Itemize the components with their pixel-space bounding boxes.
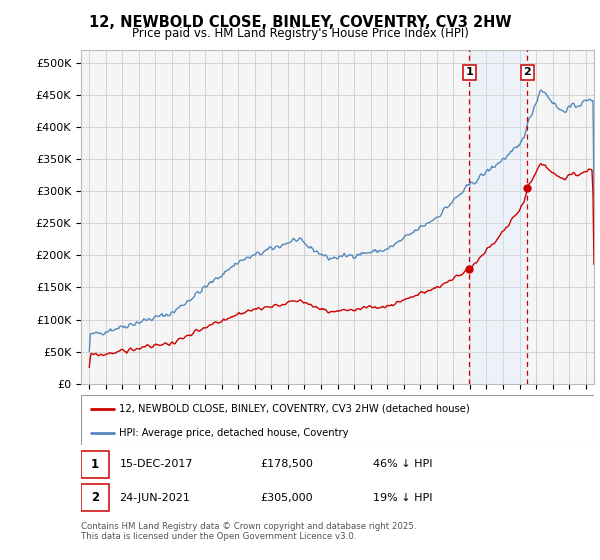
Text: 2: 2 bbox=[91, 491, 99, 504]
FancyBboxPatch shape bbox=[81, 451, 109, 478]
Text: 2: 2 bbox=[524, 67, 532, 77]
Text: 12, NEWBOLD CLOSE, BINLEY, COVENTRY, CV3 2HW (detached house): 12, NEWBOLD CLOSE, BINLEY, COVENTRY, CV3… bbox=[119, 404, 470, 414]
Text: 24-JUN-2021: 24-JUN-2021 bbox=[119, 493, 190, 503]
FancyBboxPatch shape bbox=[81, 395, 594, 445]
Text: Price paid vs. HM Land Registry's House Price Index (HPI): Price paid vs. HM Land Registry's House … bbox=[131, 27, 469, 40]
Text: £305,000: £305,000 bbox=[260, 493, 313, 503]
Text: 1: 1 bbox=[91, 458, 99, 471]
Text: Contains HM Land Registry data © Crown copyright and database right 2025.
This d: Contains HM Land Registry data © Crown c… bbox=[81, 522, 416, 542]
Text: HPI: Average price, detached house, Coventry: HPI: Average price, detached house, Cove… bbox=[119, 428, 349, 437]
Bar bbox=[469, 50, 527, 384]
Text: 46% ↓ HPI: 46% ↓ HPI bbox=[373, 459, 433, 469]
Text: 12, NEWBOLD CLOSE, BINLEY, COVENTRY, CV3 2HW: 12, NEWBOLD CLOSE, BINLEY, COVENTRY, CV3… bbox=[89, 15, 511, 30]
Text: 15-DEC-2017: 15-DEC-2017 bbox=[119, 459, 193, 469]
FancyBboxPatch shape bbox=[81, 484, 109, 511]
Text: £178,500: £178,500 bbox=[260, 459, 313, 469]
Text: 1: 1 bbox=[466, 67, 473, 77]
Text: 19% ↓ HPI: 19% ↓ HPI bbox=[373, 493, 433, 503]
